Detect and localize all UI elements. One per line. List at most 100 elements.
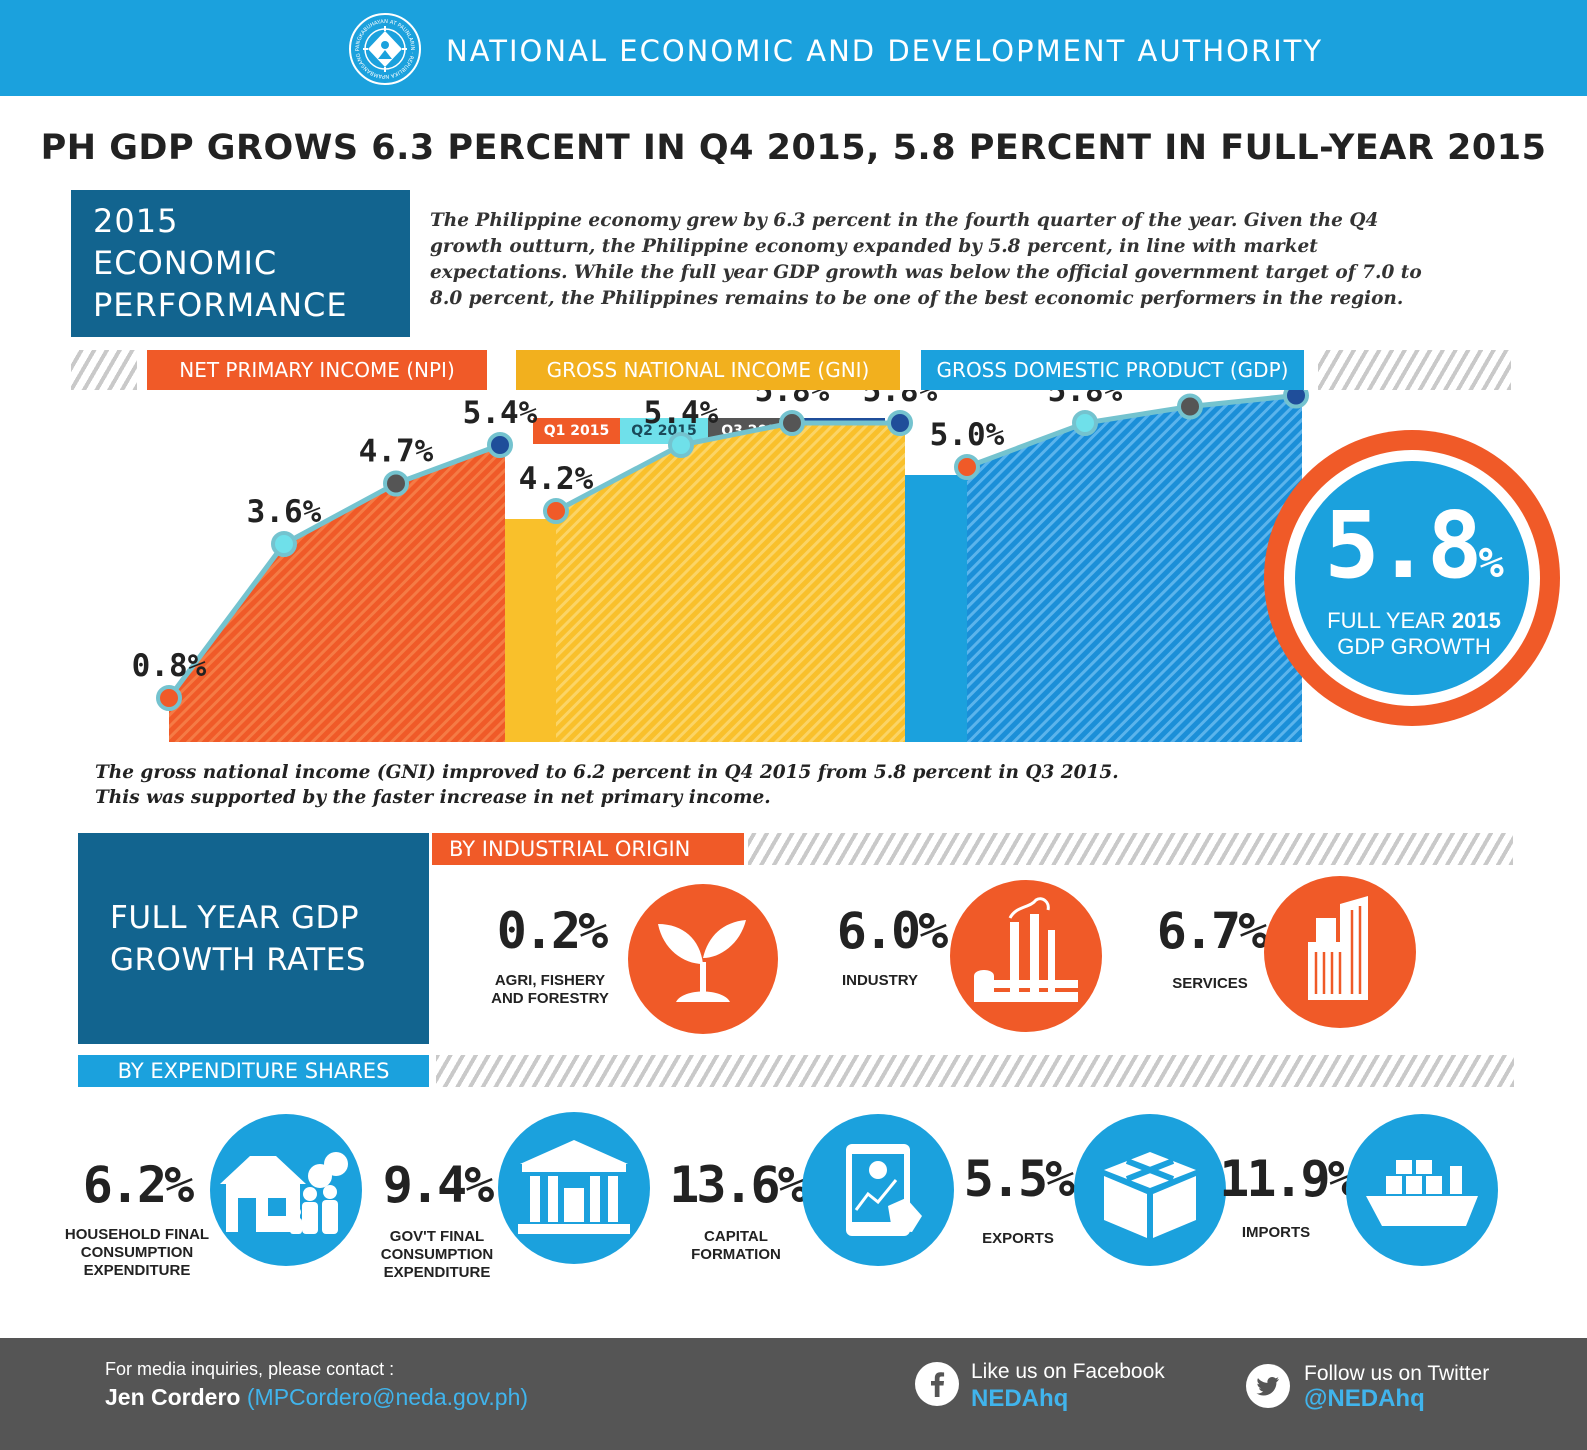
- npi-point-q3: [383, 470, 409, 497]
- household-label-line3: EXPENDITURE: [83, 1262, 191, 1279]
- gni-point-q2: [668, 432, 694, 458]
- legend-q1: Q1 2015: [533, 418, 620, 444]
- facebook-label: Like us on Facebook: [971, 1360, 1165, 1383]
- full-year-value: 5.8%: [1296, 496, 1532, 596]
- government-label-line2: CONSUMPTION: [380, 1246, 494, 1263]
- gni-value-label-q2: 5.4%: [644, 395, 719, 431]
- full-year-circle: [1264, 430, 1560, 726]
- gni-point-q1: [543, 498, 569, 524]
- gni-point-q3: [779, 410, 805, 436]
- gdp-point-q1: [954, 454, 980, 480]
- gdp-value-label-q1: 5.0%: [930, 417, 1005, 453]
- full-year-caption-2: GDP GROWTH: [1337, 634, 1491, 659]
- cargo-ship-icon: [1346, 1114, 1498, 1266]
- page-title: PH GDP GROWS 6.3 PERCENT IN Q4 2015, 5.8…: [40, 128, 1547, 168]
- media-label: For media inquiries, please contact :: [105, 1359, 395, 1379]
- gni-area: [556, 423, 905, 742]
- npi-value-label-q2: 3.6%: [247, 494, 322, 530]
- npi-value-label-q4: 5.4%: [463, 395, 538, 431]
- facebook-handle[interactable]: NEDAhq: [971, 1385, 1069, 1412]
- house-family-icon: [210, 1114, 362, 1266]
- full-year-unit: %: [1478, 538, 1504, 587]
- capital-value: 13.6%: [669, 1156, 808, 1214]
- government-value: 9.4%: [382, 1156, 494, 1214]
- gni-value-label-q4: 5.8%: [863, 390, 938, 409]
- contact-name: Jen Cordero: [105, 1384, 241, 1410]
- services-value: 6.7%: [1156, 902, 1268, 960]
- gni-note: The gross national income (GNI) improved…: [95, 760, 1195, 810]
- household-value: 6.2%: [82, 1156, 194, 1214]
- factory-icon: [950, 880, 1102, 1032]
- gni-value-label-q3: 5.8%: [755, 390, 830, 409]
- intro-text: The Philippine economy grew by 6.3 perce…: [430, 210, 1422, 309]
- gdp-line: [966, 393, 1297, 470]
- twitter-label: Follow us on Twitter: [1304, 1362, 1490, 1385]
- industry-value: 6.0%: [836, 902, 948, 960]
- footer: [0, 1338, 1587, 1450]
- full-year-number: 5.8: [1324, 492, 1482, 599]
- full-year-box: FULL YEAR GDP GROWTH RATES: [78, 833, 429, 1044]
- npi-line: [166, 442, 501, 700]
- hatch-divider: [436, 1055, 1514, 1087]
- industrial-heading: BY INDUSTRIAL ORIGIN: [432, 833, 744, 865]
- gdp-point-q3: [1177, 393, 1203, 420]
- hatch-divider: [71, 350, 137, 390]
- government-label-line1: GOV'T FINAL: [389, 1228, 485, 1245]
- exports-value: 5.5%: [963, 1150, 1075, 1208]
- gni-label: GROSS NATIONAL INCOME (GNI): [516, 350, 900, 390]
- imports-value: 11.9%: [1219, 1150, 1358, 1208]
- contact-email[interactable]: (MPCordero@neda.gov.ph): [246, 1384, 529, 1410]
- government-label: GOV'T FINAL CONSUMPTION EXPENDITURE: [362, 1228, 512, 1282]
- full-year-caption-b: 2015: [1451, 608, 1501, 633]
- agri-value: 0.2%: [496, 902, 608, 960]
- npi-label: NET PRIMARY INCOME (NPI): [147, 350, 487, 390]
- full-year-box-line1: FULL YEAR GDP: [110, 900, 360, 936]
- gni-area-block: [505, 519, 556, 742]
- npi-area: [169, 445, 505, 742]
- full-year-box-line2: GROWTH RATES: [110, 942, 366, 978]
- hatch-divider: [748, 833, 1513, 865]
- npi-point-q1: [156, 685, 182, 711]
- gni-note-line1: The gross national income (GNI) improved…: [95, 762, 1119, 783]
- agri-label-line2: AND FORESTRY: [491, 990, 609, 1007]
- services-label: SERVICES: [1140, 975, 1280, 993]
- imports-label: IMPORTS: [1216, 1224, 1336, 1242]
- twitter-handle[interactable]: @NEDAhq: [1304, 1385, 1425, 1412]
- household-label-line1: HOUSEHOLD FINAL: [64, 1226, 210, 1243]
- performance-line3: PERFORMANCE: [93, 286, 348, 324]
- capital-label-line1: CAPITAL: [704, 1228, 768, 1245]
- industry-label: INDUSTRY: [810, 972, 950, 990]
- npi-point-q4: [487, 432, 513, 458]
- npi-value-label-q3: 4.7%: [359, 434, 434, 470]
- exports-label: EXPORTS: [958, 1230, 1078, 1248]
- household-label-line2: CONSUMPTION: [80, 1244, 194, 1261]
- agri-label: AGRI, FISHERY AND FORESTRY: [470, 972, 630, 1008]
- header-bar: [0, 0, 1587, 96]
- performance-line2: ECONOMIC: [93, 244, 278, 282]
- growth-chart: 0.8% 3.6% 4.7% 5.4% 4.2% 5.4% 5.8% 5.8% 5.0% 5.8%…: [132, 390, 1309, 742]
- gni-point-q4: [887, 410, 913, 436]
- contact-line: Jen Cordero (MPCordero@neda.gov.ph): [105, 1384, 528, 1411]
- box-icon: [1074, 1114, 1226, 1266]
- gdp-label: GROSS DOMESTIC PRODUCT (GDP): [921, 350, 1304, 390]
- gni-line: [554, 420, 900, 514]
- gni-note-line2: This was supported by the faster increas…: [95, 787, 771, 808]
- gdp-value-label-q3: 6.1%: [1153, 390, 1228, 393]
- gdp-area: [967, 395, 1302, 742]
- neda-logo-icon: PAMBANSANG PANGKABUHAYAN AT PAUNLARIN · …: [348, 12, 421, 85]
- twitter-icon[interactable]: [1246, 1364, 1290, 1408]
- performance-box: 2015 ECONOMIC PERFORMANCE: [71, 190, 410, 337]
- government-label-line3: EXPENDITURE: [383, 1264, 491, 1281]
- buildings-icon: [1264, 876, 1416, 1028]
- capital-label-line2: FORMATION: [691, 1246, 781, 1263]
- gdp-point-q4: [1283, 390, 1309, 409]
- household-label: HOUSEHOLD FINAL CONSUMPTION EXPENDITURE: [52, 1226, 222, 1280]
- full-year-caption: FULL YEAR 2015: [1296, 608, 1532, 634]
- services-label-line1: SERVICES: [1172, 975, 1248, 992]
- industry-label-line1: INDUSTRY: [841, 972, 919, 989]
- gdp-value-label-q2: 5.8%: [1048, 390, 1123, 409]
- full-year-caption-a: FULL YEAR: [1327, 608, 1452, 633]
- gni-value-label-q1: 4.2%: [519, 461, 594, 497]
- legend-q2: Q2 2015: [620, 418, 708, 444]
- facebook-icon[interactable]: [915, 1362, 959, 1406]
